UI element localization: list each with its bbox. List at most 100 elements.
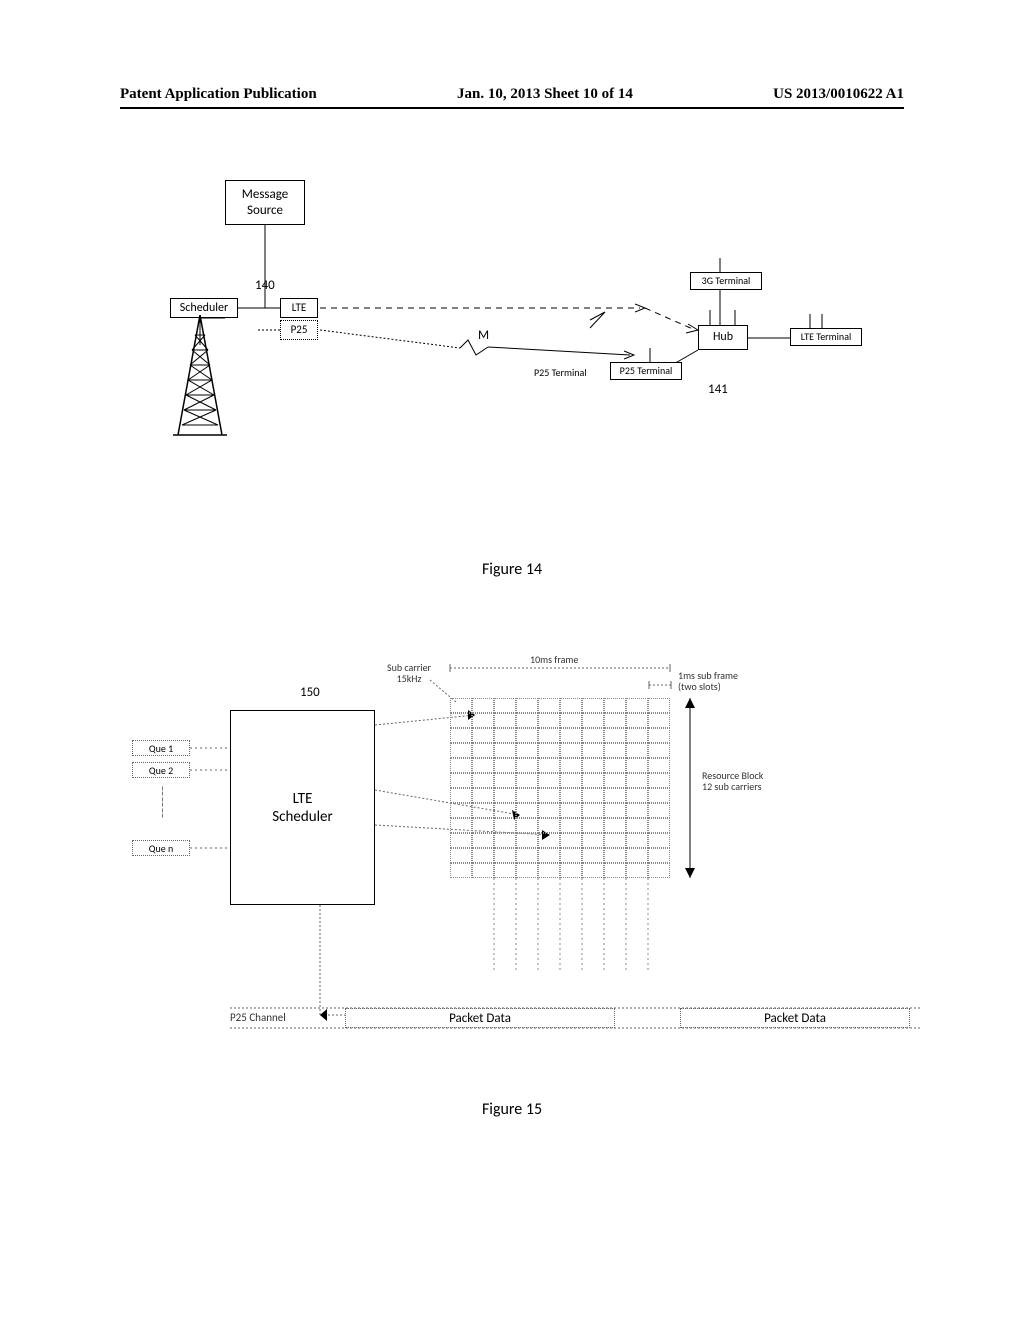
grid-cell (648, 818, 670, 833)
grid-cell (648, 863, 670, 878)
p25-box: P25 (280, 320, 318, 340)
grid-cell (604, 818, 626, 833)
grid-cell (582, 833, 604, 848)
ref-150: 150 (300, 685, 320, 700)
grid-cell (560, 713, 582, 728)
grid-cell (472, 698, 494, 713)
grid-cell (582, 848, 604, 863)
p25-terminal-label: P25 Terminal (534, 366, 587, 379)
grid-cell (538, 863, 560, 878)
grid-cell (560, 728, 582, 743)
grid-cell (538, 698, 560, 713)
grid-cell (560, 743, 582, 758)
grid-cell (516, 743, 538, 758)
grid-cell (648, 773, 670, 788)
grid-cell (538, 773, 560, 788)
que2-box: Que 2 (132, 762, 190, 778)
grid-cell (538, 713, 560, 728)
m-label: M (478, 328, 489, 343)
grid-cell (472, 788, 494, 803)
figure-15-caption: Figure 15 (0, 1100, 1024, 1119)
grid-cell (648, 758, 670, 773)
subcarrier-label: Sub carrier 15kHz (387, 662, 431, 684)
grid-cell (626, 758, 648, 773)
grid-cell (560, 758, 582, 773)
grid-cell (538, 788, 560, 803)
figure-15: 150 Que 1 Que 2 Que n ¦¦¦ (120, 640, 920, 1080)
fig14-lines (150, 180, 890, 510)
grid-cell (582, 758, 604, 773)
header-center: Jan. 10, 2013 Sheet 10 of 14 (457, 86, 633, 103)
grid-cell (494, 728, 516, 743)
grid-cell (450, 758, 472, 773)
grid-cell (450, 848, 472, 863)
grid-cell (472, 833, 494, 848)
grid-cell (626, 818, 648, 833)
grid-cell (494, 713, 516, 728)
grid-cell (648, 698, 670, 713)
grid-cell (494, 773, 516, 788)
grid-cell (494, 848, 516, 863)
grid-cell (560, 818, 582, 833)
grid-cell (516, 698, 538, 713)
resource-block-label: Resource Block 12 sub carriers (702, 770, 763, 792)
grid-cell (538, 758, 560, 773)
grid-cell (648, 788, 670, 803)
grid-cell (626, 803, 648, 818)
p25-channel-label: P25 Channel (230, 1012, 286, 1024)
p25-terminal-box: P25 Terminal (610, 362, 682, 380)
page-header: Patent Application Publication Jan. 10, … (120, 86, 904, 109)
figure-14: Message Source (150, 180, 890, 510)
grid-cell (538, 728, 560, 743)
grid-cell (538, 803, 560, 818)
hub-box: Hub (698, 325, 748, 350)
grid-cell (604, 833, 626, 848)
grid-cell (450, 713, 472, 728)
grid-cell (626, 863, 648, 878)
grid-cell (494, 743, 516, 758)
grid-cell (450, 773, 472, 788)
grid-cell (472, 743, 494, 758)
frame-10ms-label: 10ms frame (530, 654, 578, 665)
grid-cell (604, 758, 626, 773)
grid-cell (648, 848, 670, 863)
grid-cell (604, 788, 626, 803)
grid-cell (648, 833, 670, 848)
grid-cell (494, 818, 516, 833)
grid-cell (582, 743, 604, 758)
grid-cell (472, 728, 494, 743)
que-dots: ¦¦¦ (160, 785, 165, 818)
grid-cell (494, 803, 516, 818)
grid-cell (472, 758, 494, 773)
grid-cell (516, 773, 538, 788)
quen-box: Que n (132, 840, 190, 856)
lte-box: LTE (280, 298, 318, 318)
grid-cell (604, 698, 626, 713)
figure-14-caption: Figure 14 (0, 560, 1024, 579)
grid-cell (604, 848, 626, 863)
packet-data-2: Packet Data (680, 1008, 910, 1028)
grid-cell (450, 788, 472, 803)
grid-cell (516, 818, 538, 833)
grid-cell (582, 818, 604, 833)
grid-cell (560, 788, 582, 803)
grid-cell (472, 773, 494, 788)
grid-cell (472, 863, 494, 878)
grid-cell (450, 863, 472, 878)
grid-cell (560, 803, 582, 818)
grid-cell (472, 848, 494, 863)
subframe-1ms-label: 1ms sub frame (two slots) (678, 670, 738, 692)
grid-cell (604, 713, 626, 728)
grid-cell (494, 833, 516, 848)
grid-cell (582, 698, 604, 713)
message-source-box: Message Source (225, 180, 305, 225)
grid-cell (582, 773, 604, 788)
grid-cell (538, 833, 560, 848)
grid-cell (648, 743, 670, 758)
grid-cell (516, 788, 538, 803)
grid-cell (626, 728, 648, 743)
header-left: Patent Application Publication (120, 86, 317, 103)
grid-cell (494, 863, 516, 878)
ref-141: 141 (708, 382, 728, 397)
grid-cell (516, 728, 538, 743)
